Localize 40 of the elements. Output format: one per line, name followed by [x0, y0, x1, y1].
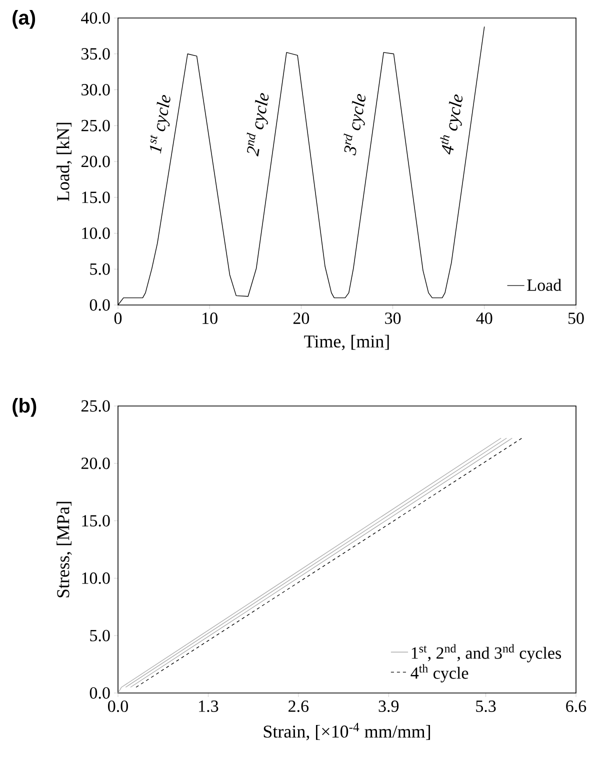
y-tick-label: 0.0	[90, 687, 110, 699]
annotation: 3$^{rd}$ cycle	[344, 94, 366, 156]
x-tick-label: 0.0	[108, 700, 128, 712]
x-tick-label: 50	[568, 312, 584, 324]
y-axis-title: Stress, [MPa]	[56, 502, 72, 598]
y-axis-title: Load, [kN]	[56, 122, 72, 201]
chart-title: (b)	[12, 398, 36, 417]
x-tick-label: 1.3	[199, 700, 218, 712]
annotation: 4$^{th}$ cycle	[440, 94, 463, 155]
y-tick-label: 0.0	[90, 299, 110, 311]
x-tick-label: 10	[202, 312, 218, 324]
legend-label: 1$^{st}$, 2$^{nd}$, and 3$^{nd}$ cycles	[412, 644, 562, 662]
x-tick-label: 20	[293, 312, 310, 324]
y-tick-label: 30.0	[82, 84, 110, 96]
y-tick-label: 20.0	[81, 156, 110, 168]
y-tick-label: 40.0	[81, 12, 110, 24]
y-tick-label: 20.0	[81, 458, 110, 470]
x-tick-label: 5.3	[476, 700, 496, 712]
y-tick-label: 10.0	[82, 227, 110, 240]
annotation: 2$^{nd}$ cycle	[246, 93, 269, 156]
x-tick-label: 30	[385, 312, 401, 324]
x-tick-label: 0	[114, 312, 122, 324]
x-tick-label: 6.6	[566, 700, 586, 712]
x-tick-label: 3.9	[378, 700, 399, 712]
y-tick-label: 25.0	[81, 120, 110, 132]
y-tick-label: 35.0	[82, 48, 110, 60]
x-tick-label: 2.6	[288, 700, 309, 712]
y-tick-label: 10.0	[82, 572, 110, 584]
y-tick-label: 15.0	[82, 515, 110, 527]
x-tick-label: 40	[476, 312, 492, 324]
legend-label: Load	[527, 278, 562, 291]
y-tick-label: 5.0	[90, 630, 110, 642]
chart-title: (a)	[12, 10, 36, 29]
x-axis-title: Strain, [×10$^{-4}$ mm/mm]	[264, 722, 430, 740]
y-tick-label: 25.0	[81, 400, 110, 412]
x-axis-title: Time, [min]	[304, 334, 389, 350]
legend-label: 4$^{th}$ cycle	[410, 664, 468, 682]
y-tick-label: 15.0	[82, 192, 110, 204]
y-tick-label: 5.0	[90, 263, 110, 275]
annotation: 1$^{st}$ cycle	[150, 94, 170, 154]
